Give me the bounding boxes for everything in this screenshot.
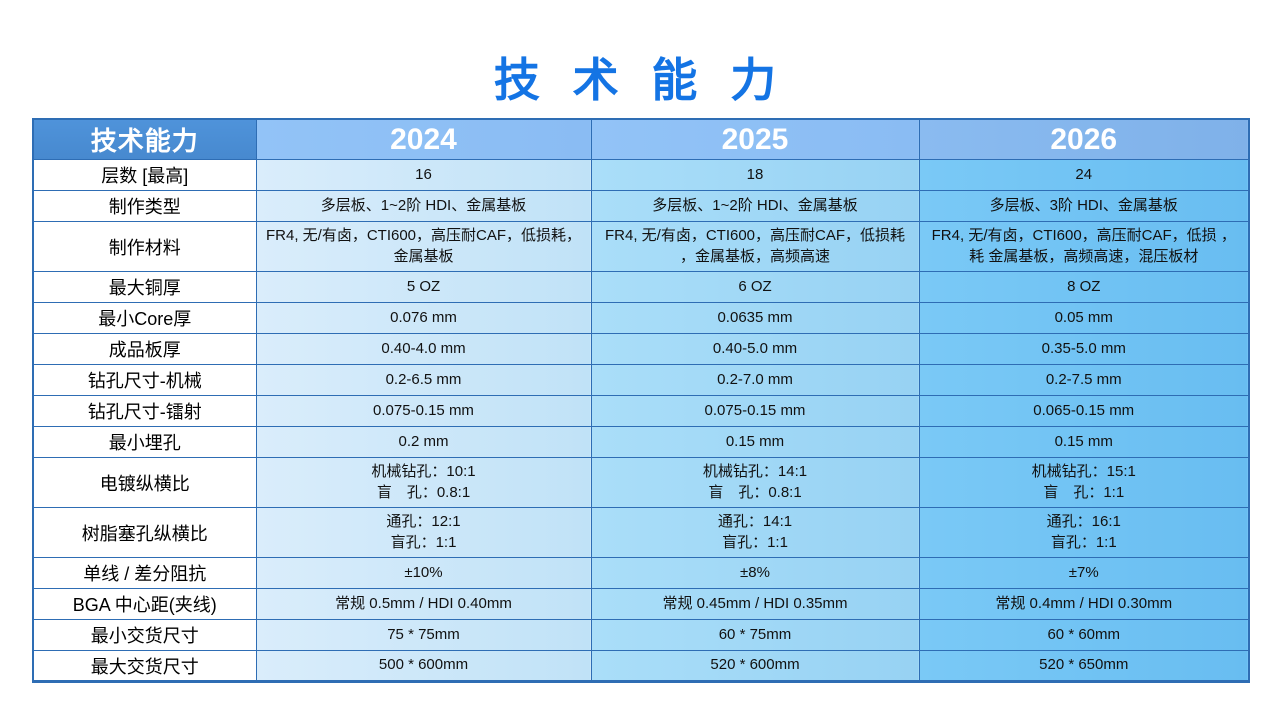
cell-2025: 18	[590, 159, 920, 191]
row-label: 制作材料	[32, 221, 257, 272]
table-row: 最小埋孔 0.2 mm 0.15 mm 0.15 mm	[32, 426, 1250, 458]
cell-2024: 0.075-0.15 mm	[255, 395, 592, 427]
cell-2024: 5 OZ	[255, 271, 592, 303]
cell-2024: ±10%	[255, 557, 592, 589]
cell-2025: 多层板、1~2阶 HDI、金属基板	[590, 190, 920, 222]
cell-2026: 520 * 650mm	[918, 650, 1250, 682]
cell-2026: 0.065-0.15 mm	[918, 395, 1250, 427]
cell-2024: 0.2-6.5 mm	[255, 364, 592, 396]
cell-2026: 机械钻孔：15:1 盲 孔：1:1	[918, 457, 1250, 508]
cell-2025: 6 OZ	[590, 271, 920, 303]
table-row: 最大铜厚 5 OZ 6 OZ 8 OZ	[32, 271, 1250, 303]
row-label: 电镀纵横比	[32, 457, 257, 508]
cell-2024: 0.2 mm	[255, 426, 592, 458]
column-header-2026: 2026	[918, 118, 1250, 160]
cell-2026: ±7%	[918, 557, 1250, 589]
page-title: 技 术 能 力	[493, 54, 787, 106]
cell-2024: 多层板、1~2阶 HDI、金属基板	[255, 190, 592, 222]
cell-2026: 60 * 60mm	[918, 619, 1250, 651]
table-row: 钻孔尺寸-机械 0.2-6.5 mm 0.2-7.0 mm 0.2-7.5 mm	[32, 364, 1250, 396]
cell-2025: 常规 0.45mm / HDI 0.35mm	[590, 588, 920, 620]
cell-2026: 0.05 mm	[918, 302, 1250, 334]
column-header-capability: 技术能力	[32, 118, 257, 160]
cell-2024: 500 * 600mm	[255, 650, 592, 682]
row-label: 制作类型	[32, 190, 257, 222]
cell-2026: 24	[918, 159, 1250, 191]
cell-2025: 通孔：14:1 盲孔：1:1	[590, 507, 920, 558]
cell-2024: 0.076 mm	[255, 302, 592, 334]
cell-2024: 75 * 75mm	[255, 619, 592, 651]
row-label: 最大铜厚	[32, 271, 257, 303]
row-label: 最大交货尺寸	[32, 650, 257, 682]
row-label: 最小埋孔	[32, 426, 257, 458]
cell-2025: 520 * 600mm	[590, 650, 920, 682]
row-label: 最小Core厚	[32, 302, 257, 334]
table-body: 层数 [最高] 16 18 24 制作类型 多层板、1~2阶 HDI、金属基板 多层板、1~…	[32, 159, 1250, 682]
cell-2024: 通孔：12:1 盲孔：1:1	[255, 507, 592, 558]
table-row: 电镀纵横比 机械钻孔：10:1 盲 孔：0.8:1 机械钻孔：14:1 盲 孔：0.…	[32, 457, 1250, 508]
cell-2026: 8 OZ	[918, 271, 1250, 303]
cell-2024: 常规 0.5mm / HDI 0.40mm	[255, 588, 592, 620]
table-row: BGA 中心距(夹线) 常规 0.5mm / HDI 0.40mm 常规 0.45m…	[32, 588, 1250, 620]
cell-2024: 机械钻孔：10:1 盲 孔：0.8:1	[255, 457, 592, 508]
table-row: 最小交货尺寸 75 * 75mm 60 * 75mm 60 * 60mm	[32, 619, 1250, 651]
cell-2026: 多层板、3阶 HDI、金属基板	[918, 190, 1250, 222]
cell-2025: 60 * 75mm	[590, 619, 920, 651]
cell-2026: 通孔：16:1 盲孔：1:1	[918, 507, 1250, 558]
cell-2026: FR4, 无/有卤，CTI600，高压耐CAF，低损 ， 耗 金属基板，高频高速…	[918, 221, 1250, 272]
tech-capability-table: 技术能力 2024 2025 2026 层数 [最高] 16 18 24 制作类型 多层板、1~…	[32, 118, 1250, 683]
cell-2026: 0.2-7.5 mm	[918, 364, 1250, 396]
row-label: 钻孔尺寸-机械	[32, 364, 257, 396]
cell-2026: 0.35-5.0 mm	[918, 333, 1250, 365]
row-label: BGA 中心距(夹线)	[32, 588, 257, 620]
cell-2025: 0.40-5.0 mm	[590, 333, 920, 365]
cell-2025: 0.15 mm	[590, 426, 920, 458]
cell-2024: 16	[255, 159, 592, 191]
table-row: 树脂塞孔纵横比 通孔：12:1 盲孔：1:1 通孔：14:1 盲孔：1:1 通孔：16…	[32, 507, 1250, 558]
row-label: 最小交货尺寸	[32, 619, 257, 651]
cell-2026: 0.15 mm	[918, 426, 1250, 458]
table-row: 制作材料 FR4, 无/有卤，CTI600，高压耐CAF，低损耗， 金属基板 FR4…	[32, 221, 1250, 272]
column-header-2024: 2024	[255, 118, 592, 160]
table-row: 单线 / 差分阻抗 ±10% ±8% ±7%	[32, 557, 1250, 589]
row-label: 成品板厚	[32, 333, 257, 365]
table-header-row: 技术能力 2024 2025 2026	[32, 118, 1250, 160]
row-label: 单线 / 差分阻抗	[32, 557, 257, 589]
cell-2024: 0.40-4.0 mm	[255, 333, 592, 365]
row-label: 层数 [最高]	[32, 159, 257, 191]
cell-2025: 0.2-7.0 mm	[590, 364, 920, 396]
cell-2024: FR4, 无/有卤，CTI600，高压耐CAF，低损耗， 金属基板	[255, 221, 592, 272]
cell-2025: FR4, 无/有卤，CTI600，高压耐CAF，低损耗 ，金属基板，高频高速	[590, 221, 920, 272]
table-row: 制作类型 多层板、1~2阶 HDI、金属基板 多层板、1~2阶 HDI、金属基板 多层…	[32, 190, 1250, 222]
cell-2025: 0.0635 mm	[590, 302, 920, 334]
cell-2026: 常规 0.4mm / HDI 0.30mm	[918, 588, 1250, 620]
cell-2025: 0.075-0.15 mm	[590, 395, 920, 427]
table-row: 最大交货尺寸 500 * 600mm 520 * 600mm 520 * 650mm	[32, 650, 1250, 682]
cell-2025: 机械钻孔：14:1 盲 孔：0.8:1	[590, 457, 920, 508]
table-row: 钻孔尺寸-镭射 0.075-0.15 mm 0.075-0.15 mm 0.065-0…	[32, 395, 1250, 427]
cell-2025: ±8%	[590, 557, 920, 589]
column-header-2025: 2025	[590, 118, 920, 160]
row-label: 树脂塞孔纵横比	[32, 507, 257, 558]
table-row: 层数 [最高] 16 18 24	[32, 159, 1250, 191]
table-row: 成品板厚 0.40-4.0 mm 0.40-5.0 mm 0.35-5.0 mm	[32, 333, 1250, 365]
table-row: 最小Core厚 0.076 mm 0.0635 mm 0.05 mm	[32, 302, 1250, 334]
row-label: 钻孔尺寸-镭射	[32, 395, 257, 427]
